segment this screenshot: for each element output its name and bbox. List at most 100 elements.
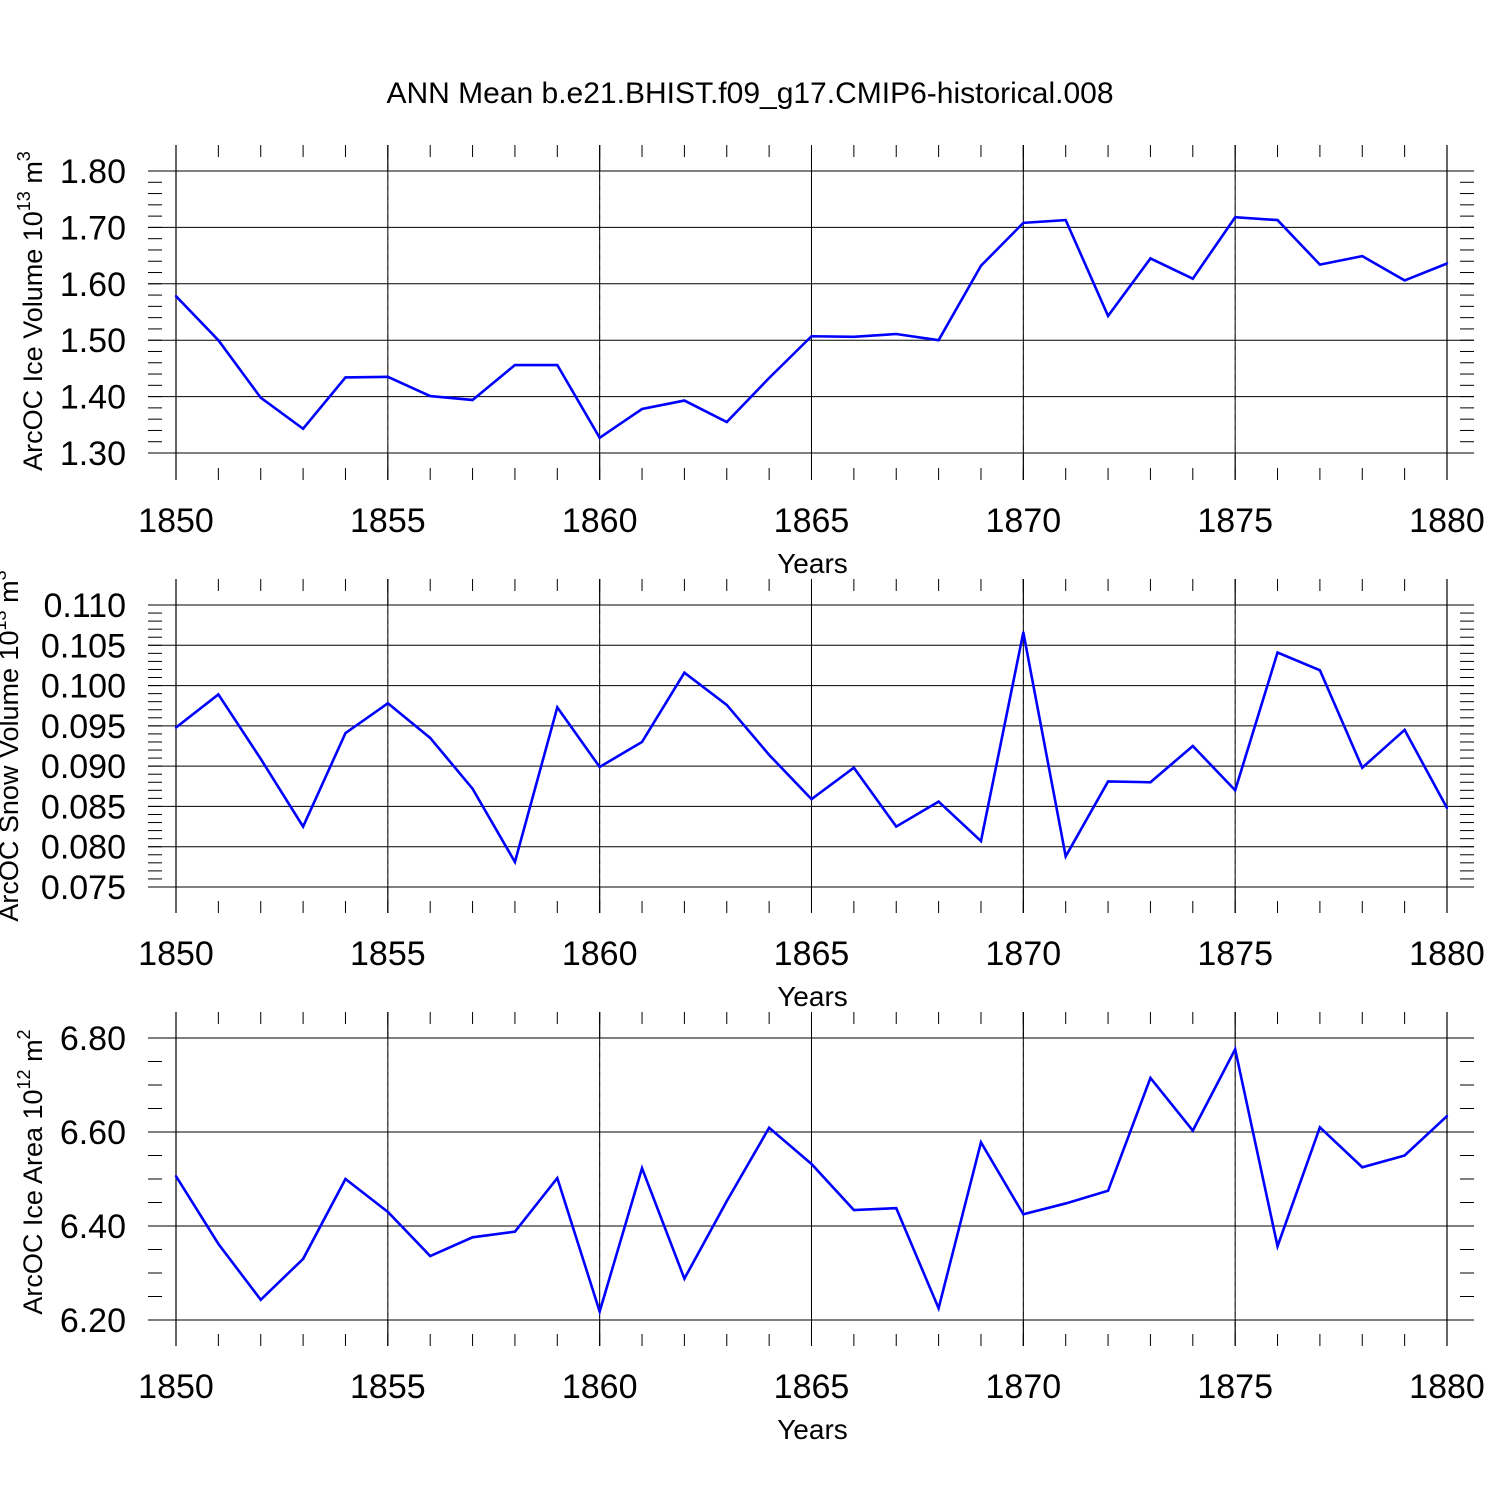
x-tick-label: 1860 — [562, 502, 638, 540]
data-point — [767, 376, 771, 380]
y-axis-label-main: ArcOC Ice Volume 10 — [18, 211, 48, 471]
x-tick-label: 1850 — [138, 502, 214, 540]
y-axis-label-exponent: 13 — [14, 191, 34, 211]
data-point — [301, 427, 305, 430]
data-point — [1361, 766, 1364, 769]
data-point — [683, 1277, 686, 1280]
data-point — [895, 1206, 898, 1210]
data-point — [598, 436, 601, 439]
y-tick-label: 0.090 — [41, 748, 126, 786]
data-point — [1064, 218, 1067, 222]
x-tick-label: 1880 — [1409, 1368, 1485, 1406]
data-point — [937, 800, 940, 803]
x-tick-label: 1850 — [138, 935, 214, 973]
data-point — [683, 671, 686, 674]
data-point — [1191, 744, 1195, 748]
y-tick-label: 0.075 — [41, 869, 126, 907]
y-axis-label-unit: m — [0, 580, 24, 610]
data-point — [344, 731, 347, 735]
data-point — [1191, 277, 1195, 280]
data-point — [725, 420, 728, 424]
data-point — [1106, 780, 1110, 783]
data-point — [1022, 221, 1025, 225]
x-tick-label: 1875 — [1197, 502, 1273, 540]
data-point — [979, 839, 983, 843]
data-point — [217, 1242, 220, 1246]
data-point — [1149, 781, 1152, 784]
data-point — [1318, 263, 1322, 266]
y-tick-label: 1.70 — [60, 209, 126, 247]
x-axis-label: Years — [777, 548, 848, 579]
data-point — [598, 1310, 601, 1313]
data-point — [979, 1141, 983, 1144]
data-point — [1445, 806, 1449, 810]
chart-title: ANN Mean b.e21.BHIST.f09_g17.CMIP6-histo… — [386, 77, 1113, 110]
data-point — [937, 1307, 940, 1310]
data-point — [344, 1177, 347, 1181]
y-axis-label-unit: m — [18, 161, 48, 191]
data-point — [471, 398, 474, 402]
y-tick-label: 6.40 — [60, 1208, 126, 1246]
data-point — [937, 339, 940, 342]
data-point — [429, 394, 432, 398]
y-axis-label-main: ArcOC Ice Area 10 — [18, 1089, 48, 1314]
x-tick-label: 1875 — [1197, 935, 1273, 973]
data-point — [1361, 254, 1364, 258]
data-point — [513, 860, 517, 864]
data-point — [513, 1230, 517, 1233]
x-tick-label: 1860 — [562, 1368, 638, 1406]
data-point — [1445, 1114, 1449, 1118]
data-point — [1191, 1129, 1195, 1132]
x-tick-label: 1870 — [986, 502, 1062, 540]
data-point — [174, 295, 178, 298]
y-axis-label: ArcOC Snow Volume 1013 m3 — [0, 570, 24, 921]
data-point — [217, 693, 220, 696]
data-point — [344, 376, 347, 379]
x-tick-label: 1860 — [562, 935, 638, 973]
data-point — [217, 339, 220, 342]
y-tick-label: 6.60 — [60, 1114, 126, 1152]
y-axis-label-unit-exponent: 3 — [14, 151, 34, 161]
data-point — [1233, 1048, 1237, 1051]
data-point — [1022, 631, 1025, 634]
panel-2: 0.0750.0800.0850.0900.0950.1000.1050.110… — [0, 570, 1485, 1012]
data-point — [1361, 1166, 1364, 1169]
x-tick-label: 1855 — [350, 935, 426, 973]
panel-3: 6.20 6.40 6.60 6.80 1850 1855 1860 1865 1870 1875… — [14, 1012, 1485, 1445]
data-point — [852, 1208, 856, 1212]
data-point — [598, 765, 601, 769]
data-point — [301, 1257, 305, 1261]
data-point — [1276, 651, 1279, 654]
data-point — [1149, 257, 1152, 260]
data-point — [513, 363, 517, 367]
y-axis-label-unit-exponent: 3 — [0, 570, 10, 580]
data-point — [810, 335, 813, 338]
data-point — [259, 396, 262, 399]
x-tick-label: 1870 — [986, 1368, 1062, 1406]
y-tick-label: 0.095 — [41, 708, 126, 746]
data-point — [259, 1298, 262, 1301]
data-point — [174, 1174, 178, 1178]
data-point — [895, 825, 898, 828]
x-axis-label: Years — [777, 981, 848, 1012]
data-point — [1403, 728, 1406, 732]
y-axis-label-unit: m — [18, 1039, 48, 1069]
panel-1: 1.30 1.40 1.50 1.60 1.70 1.80 1850 1855 1860 1865… — [14, 145, 1485, 579]
data-point — [429, 1254, 432, 1258]
y-tick-label: 0.100 — [41, 668, 126, 706]
y-tick-label: 1.60 — [60, 266, 126, 304]
data-point — [640, 740, 644, 744]
data-point — [979, 264, 983, 267]
y-axis-label: ArcOC Ice Volume 1013 m3 — [14, 151, 48, 471]
x-axis-label: Years — [777, 1414, 848, 1445]
x-tick-label: 1855 — [350, 1368, 426, 1406]
x-tick-label: 1850 — [138, 1368, 214, 1406]
data-point — [259, 757, 262, 761]
data-point — [1318, 669, 1322, 672]
data-point — [556, 363, 559, 367]
data-point — [429, 736, 432, 740]
x-tick-label: 1870 — [986, 935, 1062, 973]
y-tick-label: 0.085 — [41, 788, 126, 826]
data-point — [683, 399, 686, 402]
